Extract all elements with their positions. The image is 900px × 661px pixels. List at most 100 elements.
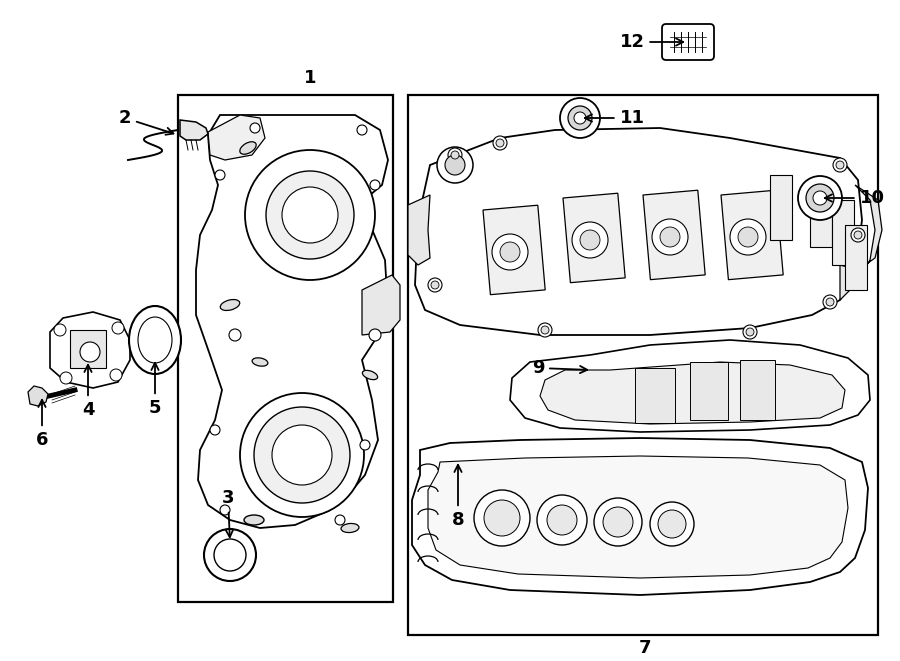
Polygon shape <box>510 340 870 432</box>
Circle shape <box>370 180 380 190</box>
Circle shape <box>823 295 837 309</box>
Circle shape <box>806 184 834 212</box>
Circle shape <box>603 507 633 537</box>
Text: 11: 11 <box>585 109 644 127</box>
Ellipse shape <box>341 524 359 533</box>
Circle shape <box>335 515 345 525</box>
Circle shape <box>357 125 367 135</box>
Text: 4: 4 <box>82 365 94 419</box>
Circle shape <box>854 231 862 239</box>
Circle shape <box>54 324 66 336</box>
Text: 7: 7 <box>639 639 652 657</box>
Polygon shape <box>540 362 845 424</box>
Text: 10: 10 <box>824 189 885 207</box>
Circle shape <box>580 230 600 250</box>
Polygon shape <box>196 115 388 528</box>
Polygon shape <box>840 185 882 300</box>
FancyBboxPatch shape <box>662 24 714 60</box>
Polygon shape <box>362 275 400 335</box>
Bar <box>690 362 728 420</box>
Circle shape <box>437 147 473 183</box>
Circle shape <box>445 155 465 175</box>
Bar <box>635 368 675 423</box>
Circle shape <box>245 150 375 280</box>
Polygon shape <box>415 128 862 335</box>
Circle shape <box>428 278 442 292</box>
Circle shape <box>560 98 600 138</box>
Circle shape <box>431 281 439 289</box>
Text: 6: 6 <box>36 400 49 449</box>
Bar <box>178 95 393 602</box>
Circle shape <box>229 329 241 341</box>
Circle shape <box>60 372 72 384</box>
Circle shape <box>250 123 260 133</box>
Circle shape <box>204 529 256 581</box>
Circle shape <box>658 510 686 538</box>
Circle shape <box>451 151 459 159</box>
Circle shape <box>448 148 462 162</box>
Circle shape <box>541 326 549 334</box>
Text: 1: 1 <box>304 69 316 87</box>
Circle shape <box>282 187 338 243</box>
Bar <box>408 95 878 635</box>
Text: 8: 8 <box>452 465 464 529</box>
Circle shape <box>215 170 225 180</box>
Circle shape <box>738 227 758 247</box>
Bar <box>832 200 854 265</box>
Polygon shape <box>412 438 868 595</box>
Polygon shape <box>428 456 848 578</box>
Ellipse shape <box>129 306 181 374</box>
Ellipse shape <box>239 141 256 154</box>
Ellipse shape <box>138 317 172 363</box>
Circle shape <box>484 500 520 536</box>
Bar <box>483 205 545 295</box>
Ellipse shape <box>363 370 378 379</box>
Polygon shape <box>180 120 208 140</box>
Circle shape <box>500 242 520 262</box>
Circle shape <box>369 329 381 341</box>
Circle shape <box>730 219 766 255</box>
Bar <box>810 182 832 247</box>
Circle shape <box>266 171 354 259</box>
Bar <box>563 193 625 283</box>
Circle shape <box>660 227 680 247</box>
Circle shape <box>568 106 592 130</box>
Circle shape <box>272 425 332 485</box>
Circle shape <box>572 222 608 258</box>
Circle shape <box>851 228 865 242</box>
Bar <box>643 190 706 280</box>
Circle shape <box>210 425 220 435</box>
Circle shape <box>574 112 586 124</box>
Circle shape <box>254 407 350 503</box>
Circle shape <box>650 502 694 546</box>
Circle shape <box>474 490 530 546</box>
Circle shape <box>214 539 246 571</box>
Bar <box>721 190 783 280</box>
Circle shape <box>80 342 100 362</box>
Circle shape <box>652 219 688 255</box>
Polygon shape <box>50 312 130 388</box>
Circle shape <box>594 498 642 546</box>
Circle shape <box>813 191 827 205</box>
Circle shape <box>836 161 844 169</box>
Text: 9: 9 <box>532 359 587 377</box>
Text: 2: 2 <box>119 109 174 135</box>
Polygon shape <box>28 386 48 406</box>
Circle shape <box>833 158 847 172</box>
Ellipse shape <box>252 358 268 366</box>
Circle shape <box>746 328 754 336</box>
Bar <box>845 225 867 290</box>
Ellipse shape <box>220 299 239 311</box>
Circle shape <box>112 322 124 334</box>
Circle shape <box>220 505 230 515</box>
Polygon shape <box>408 195 430 265</box>
Circle shape <box>110 369 122 381</box>
Text: 5: 5 <box>148 363 161 417</box>
Circle shape <box>798 176 842 220</box>
Circle shape <box>496 139 504 147</box>
Circle shape <box>826 298 834 306</box>
Bar <box>740 360 775 420</box>
Bar <box>70 330 106 368</box>
Circle shape <box>743 325 757 339</box>
Ellipse shape <box>244 515 264 525</box>
